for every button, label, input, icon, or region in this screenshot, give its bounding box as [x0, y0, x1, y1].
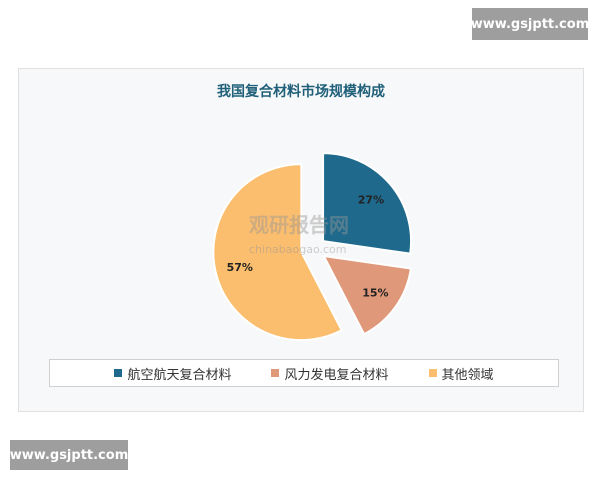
data-label: 15%	[362, 287, 388, 300]
logo-watermark: 观研报告网 chinabaogao.com	[249, 213, 349, 256]
data-label: 57%	[227, 261, 253, 274]
data-label: 27%	[358, 194, 384, 207]
legend-label: 其他领域	[441, 367, 494, 383]
watermark-top: www.gsjptt.com	[471, 8, 589, 40]
legend-swatch	[271, 369, 280, 377]
legend-swatch	[114, 369, 123, 377]
legend-item: 航空航天复合材料	[114, 364, 231, 383]
legend-item: 其他领域	[428, 364, 494, 383]
legend-item: 风力发电复合材料	[271, 364, 389, 383]
legend: 航空航天复合材料 风力发电复合材料 其他领域	[49, 359, 559, 387]
watermark-bottom: www.gsjptt.com	[10, 440, 128, 470]
legend-swatch	[428, 369, 437, 377]
pie-slice-2	[321, 254, 413, 336]
chart-title: 我国复合材料市场规模构成	[217, 84, 385, 100]
legend-label: 风力发电复合材料	[284, 367, 389, 383]
chart-area: 我国复合材料市场规模构成 27% 15% 57% 观研报告网 chinabaogao.…	[18, 68, 584, 412]
pie-chart: 27% 15% 57%	[212, 152, 413, 342]
legend-label: 航空航天复合材料	[127, 367, 232, 383]
pie-slice-1	[322, 152, 413, 255]
pie-slice-3	[212, 163, 344, 342]
